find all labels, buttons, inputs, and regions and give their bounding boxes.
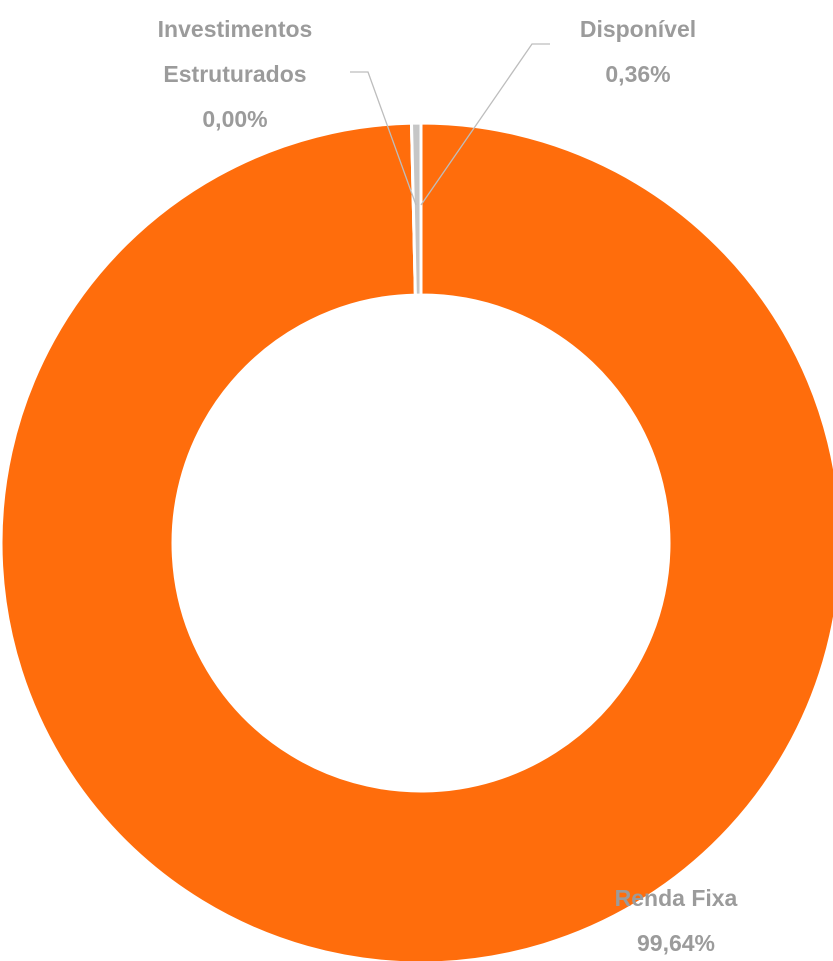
label-disponivel: Disponível 0,36% [580, 16, 696, 87]
donut-slices [0, 121, 833, 961]
slice-renda-fixa [0, 121, 833, 961]
label-disponivel-name: Disponível [580, 16, 696, 42]
label-investimentos-line2: Estruturados [163, 61, 306, 87]
leader-lines [350, 43, 550, 206]
slice-dispon-vel [409, 121, 423, 297]
label-investimentos: Investimentos Estruturados 0,00% [158, 16, 313, 132]
label-renda-fixa: Renda Fixa 99,64% [615, 885, 738, 956]
label-investimentos-value: 0,00% [202, 106, 267, 132]
label-renda-fixa-name: Renda Fixa [615, 885, 738, 911]
leader-line-disponivel [420, 43, 550, 206]
label-investimentos-line1: Investimentos [158, 16, 313, 42]
leader-line-investimentos [350, 71, 417, 206]
label-renda-fixa-value: 99,64% [637, 930, 715, 956]
label-disponivel-value: 0,36% [605, 61, 670, 87]
